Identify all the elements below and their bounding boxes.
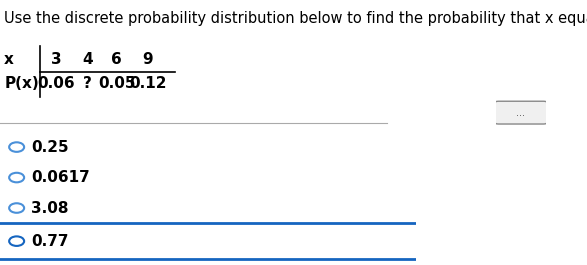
Text: 0.05: 0.05 xyxy=(98,76,135,91)
Text: x: x xyxy=(4,52,14,67)
Text: 3: 3 xyxy=(51,52,62,67)
Text: 4: 4 xyxy=(82,52,93,67)
Text: 0.25: 0.25 xyxy=(31,140,69,154)
FancyBboxPatch shape xyxy=(494,101,548,124)
Text: 0.12: 0.12 xyxy=(129,76,167,91)
Text: 3.08: 3.08 xyxy=(31,201,69,215)
Text: Use the discrete probability distribution below to find the probability that x e: Use the discrete probability distributio… xyxy=(4,11,587,26)
Text: 0.0617: 0.0617 xyxy=(31,170,90,185)
Text: 6: 6 xyxy=(111,52,122,67)
Text: ...: ... xyxy=(517,108,525,118)
Text: 9: 9 xyxy=(143,52,153,67)
Text: P(x): P(x) xyxy=(4,76,39,91)
Text: 0.77: 0.77 xyxy=(31,234,69,249)
Text: 0.06: 0.06 xyxy=(38,76,75,91)
Text: ?: ? xyxy=(83,76,92,91)
